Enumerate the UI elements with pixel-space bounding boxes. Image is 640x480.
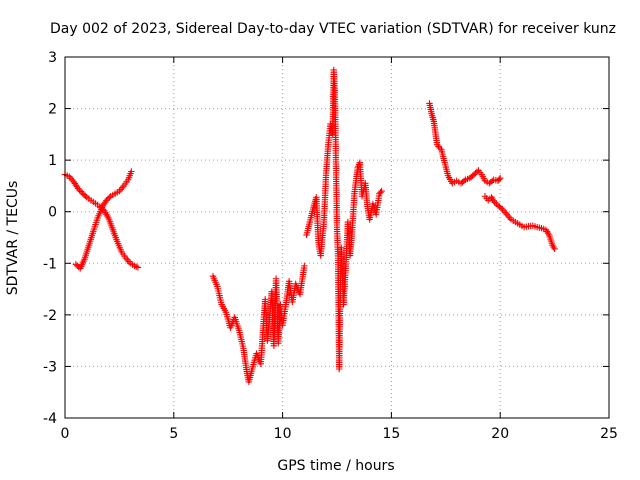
y-tick-label: 2 — [48, 102, 57, 118]
data-point — [82, 192, 89, 200]
x-tick-label: 5 — [169, 426, 178, 442]
x-tick-label: 15 — [382, 426, 400, 442]
plot-frame — [64, 56, 610, 419]
data-point — [495, 176, 503, 183]
y-tick-label: -2 — [43, 308, 57, 324]
series-3 — [209, 262, 308, 386]
data-point — [80, 191, 88, 198]
data-point — [134, 264, 142, 271]
data-point — [104, 195, 111, 203]
x-axis-label: GPS time / hours — [277, 458, 394, 474]
data-point — [74, 262, 81, 269]
data-point — [76, 186, 83, 194]
data-point — [103, 197, 110, 204]
data-point — [72, 261, 80, 268]
data-point — [551, 245, 558, 253]
x-tick-label: 25 — [600, 426, 618, 442]
data-point — [77, 188, 85, 195]
y-tick-label: 0 — [48, 205, 57, 221]
x-tick-label: 20 — [491, 426, 509, 442]
x-tick-label: 10 — [274, 426, 292, 442]
series-1 — [61, 171, 142, 271]
data-point — [472, 170, 479, 177]
data-point — [74, 185, 82, 192]
x-tick-label: 0 — [61, 426, 70, 442]
data-point — [473, 168, 481, 176]
series-4 — [303, 66, 385, 373]
series-5 — [426, 100, 504, 187]
y-axis-label: SDTVAR / TECUs — [5, 181, 21, 296]
data-point — [106, 194, 113, 201]
data-point — [497, 174, 504, 182]
data-point — [378, 187, 385, 195]
y-tick-label: -4 — [43, 411, 57, 427]
y-tick-label: 3 — [48, 50, 57, 66]
data-point — [301, 262, 308, 270]
data-point — [377, 189, 384, 196]
data-point — [470, 171, 478, 178]
data-points — [61, 66, 558, 386]
series-6 — [481, 193, 558, 253]
y-tick-label: 1 — [48, 153, 57, 169]
chart-title: Day 002 of 2023, Sidereal Day-to-day VTE… — [50, 21, 616, 37]
data-point — [460, 177, 468, 185]
data-point — [489, 177, 496, 185]
y-tick-label: -3 — [43, 359, 57, 375]
series-2 — [72, 168, 135, 272]
data-point — [128, 168, 135, 175]
data-point — [497, 204, 505, 212]
y-tick-label: -1 — [43, 256, 57, 272]
data-point — [79, 189, 86, 197]
